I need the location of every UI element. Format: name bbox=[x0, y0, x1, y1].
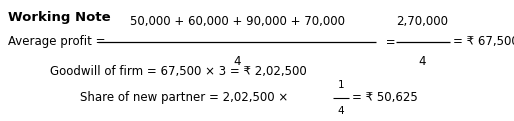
Text: 2,70,000: 2,70,000 bbox=[396, 15, 448, 28]
Text: 4: 4 bbox=[338, 106, 344, 116]
Text: Goodwill of firm = 67,500 × 3 = ₹ 2,02,500: Goodwill of firm = 67,500 × 3 = ₹ 2,02,5… bbox=[50, 65, 307, 79]
Text: Average profit =: Average profit = bbox=[8, 35, 109, 49]
Text: Working Note: Working Note bbox=[8, 11, 111, 24]
Text: 4: 4 bbox=[233, 55, 241, 68]
Text: 50,000 + 60,000 + 90,000 + 70,000: 50,000 + 60,000 + 90,000 + 70,000 bbox=[130, 15, 344, 28]
Text: 4: 4 bbox=[418, 55, 426, 68]
Text: =: = bbox=[382, 35, 399, 49]
Text: Share of new partner = 2,02,500 ×: Share of new partner = 2,02,500 × bbox=[80, 91, 288, 105]
Text: = ₹ 50,625: = ₹ 50,625 bbox=[352, 91, 418, 105]
Text: = ₹ 67,500: = ₹ 67,500 bbox=[453, 35, 514, 49]
Text: 1: 1 bbox=[338, 80, 344, 90]
